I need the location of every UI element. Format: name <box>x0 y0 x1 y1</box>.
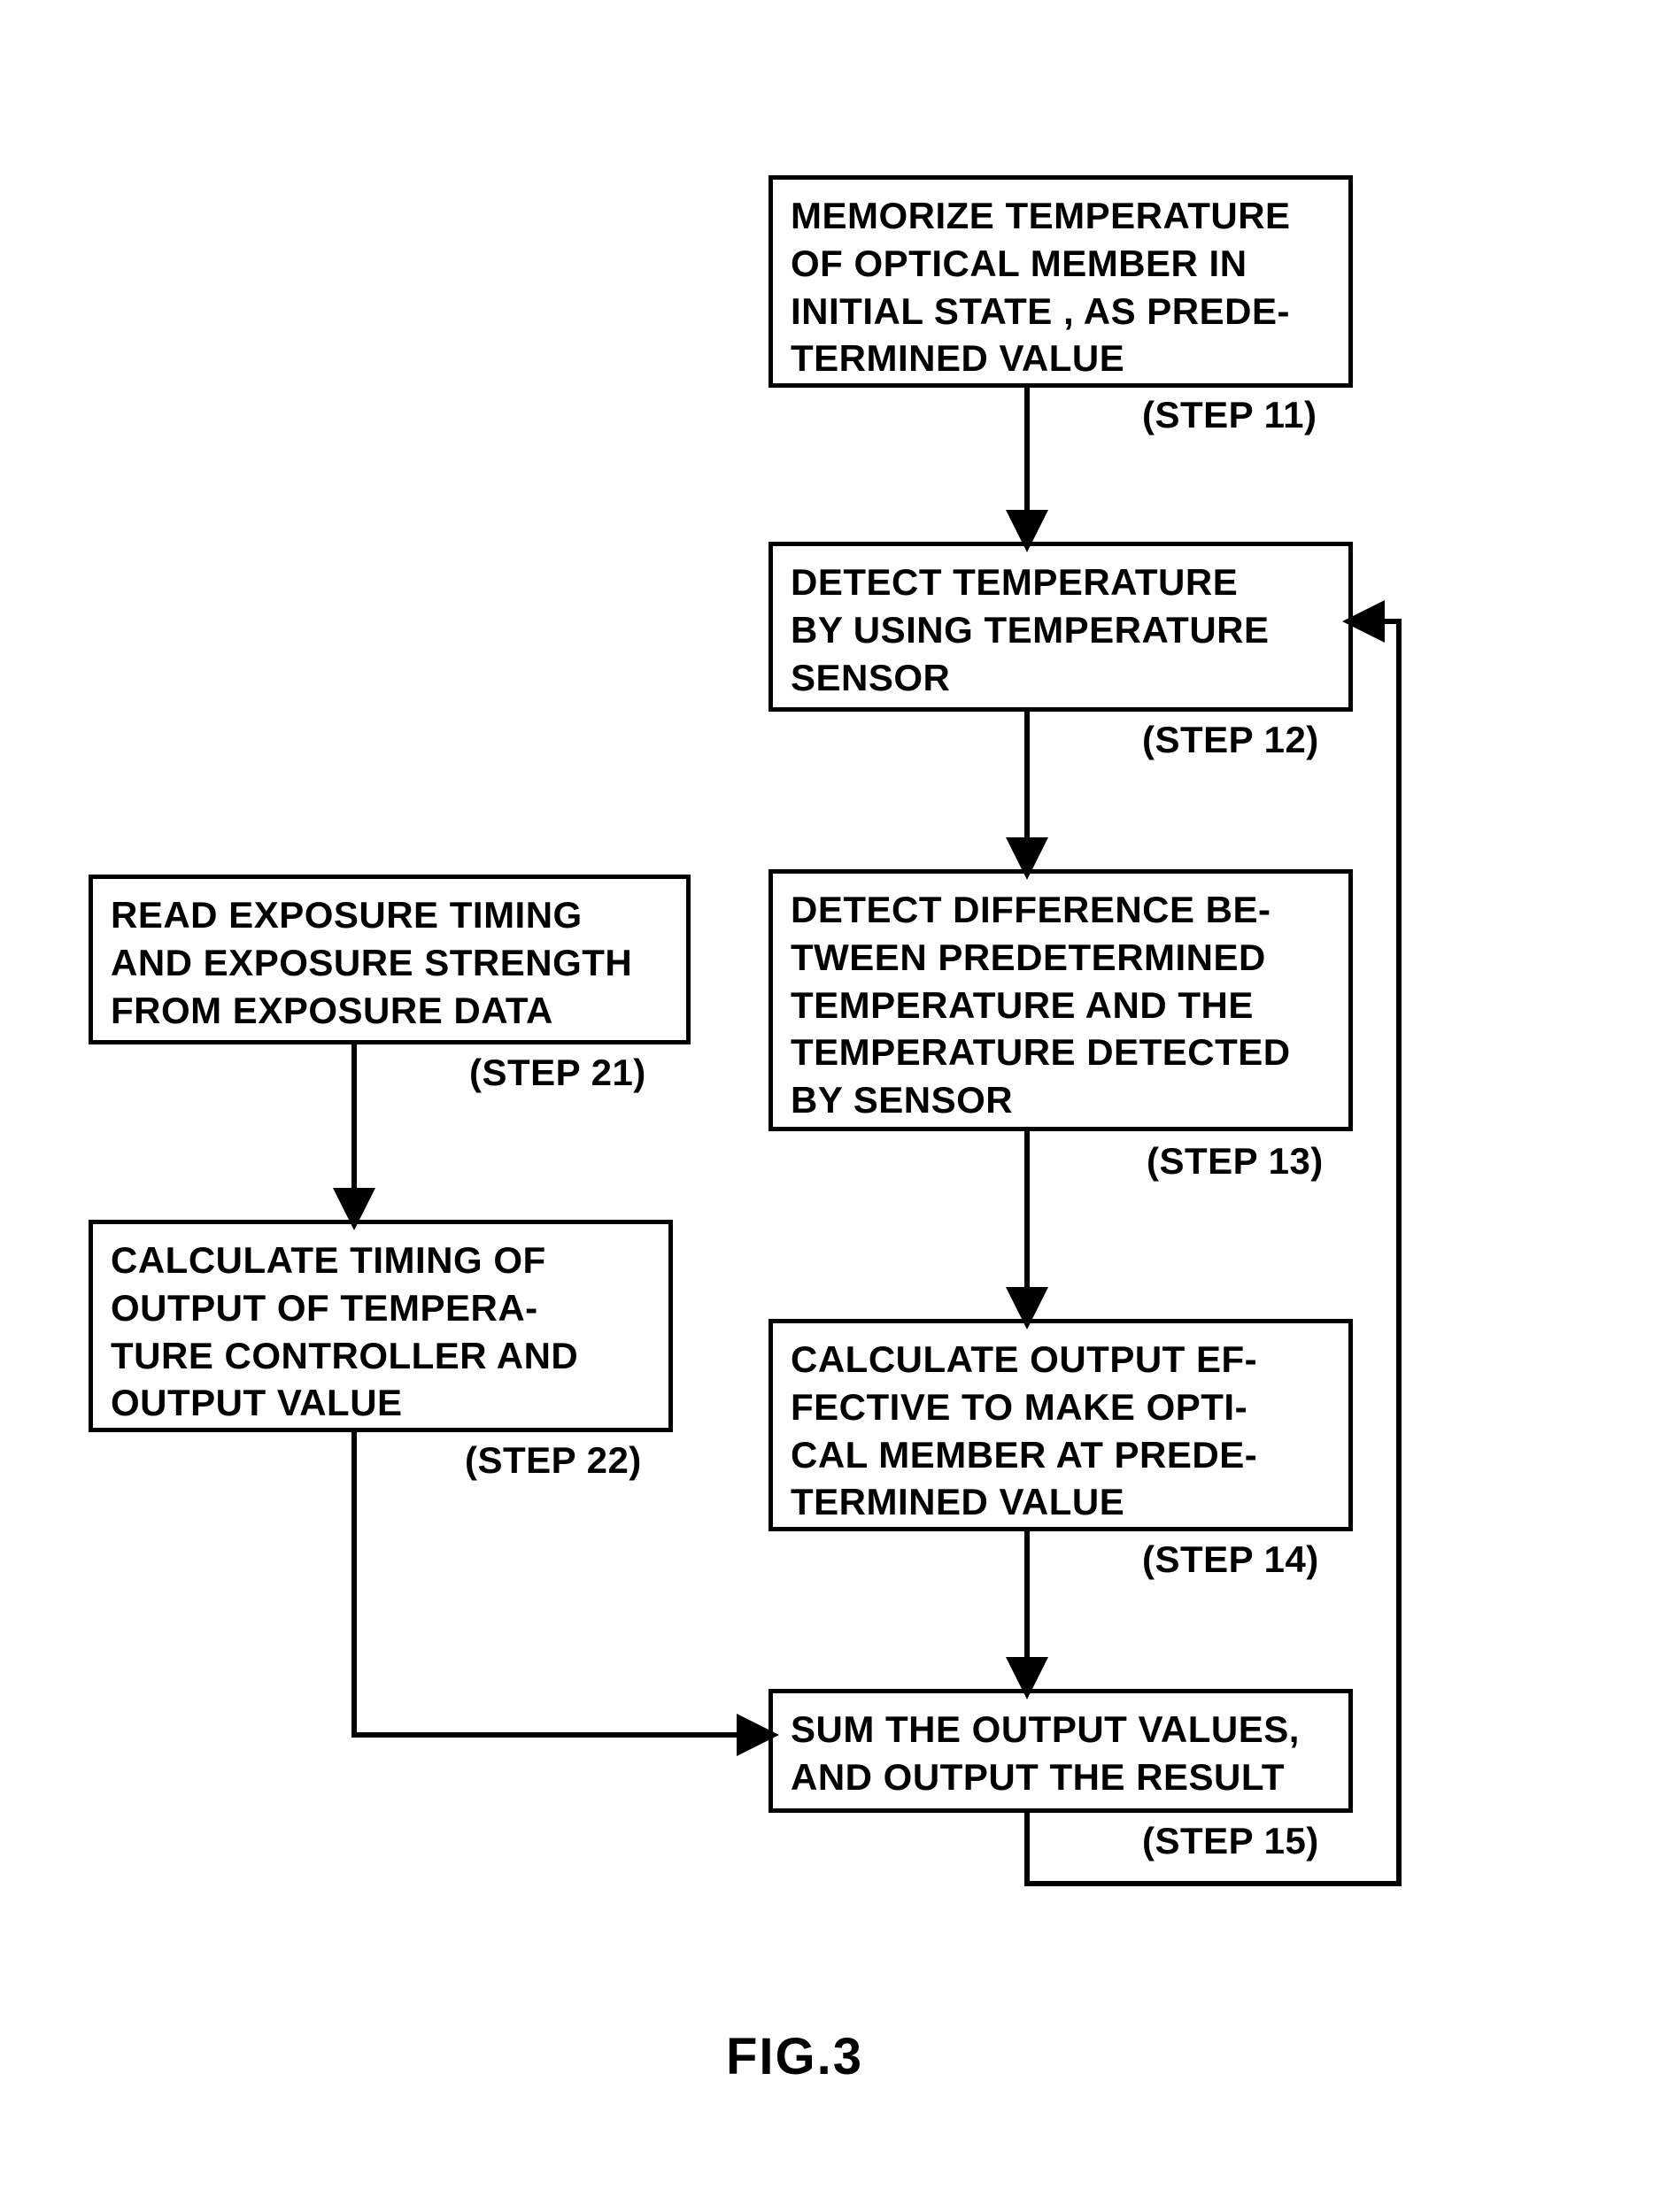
box-step15: SUM THE OUTPUT VALUES,AND OUTPUT THE RES… <box>768 1689 1353 1813</box>
figure-title: FIG.3 <box>726 2027 863 2086</box>
label-step15: (STEP 15) <box>1142 1820 1319 1862</box>
label-step12: (STEP 12) <box>1142 719 1319 761</box>
label-step14: (STEP 14) <box>1142 1538 1319 1581</box>
label-step22: (STEP 22) <box>465 1439 642 1482</box>
box-step11: MEMORIZE TEMPERATUREOF OPTICAL MEMBER IN… <box>768 175 1353 388</box>
box-step14: CALCULATE OUTPUT EF-FECTIVE TO MAKE OPTI… <box>768 1319 1353 1531</box>
flowchart-canvas: MEMORIZE TEMPERATUREOF OPTICAL MEMBER IN… <box>0 0 1676 2212</box>
label-step11: (STEP 11) <box>1142 394 1317 436</box>
label-step13: (STEP 13) <box>1147 1140 1324 1183</box>
label-step21: (STEP 21) <box>469 1052 646 1094</box>
box-step21: READ EXPOSURE TIMINGAND EXPOSURE STRENGT… <box>89 875 691 1044</box>
box-step12: DETECT TEMPERATUREBY USING TEMPERATURESE… <box>768 542 1353 712</box>
box-step22: CALCULATE TIMING OFOUTPUT OF TEMPERA-TUR… <box>89 1220 673 1432</box>
box-step13: DETECT DIFFERENCE BE-TWEEN PREDETERMINED… <box>768 869 1353 1131</box>
